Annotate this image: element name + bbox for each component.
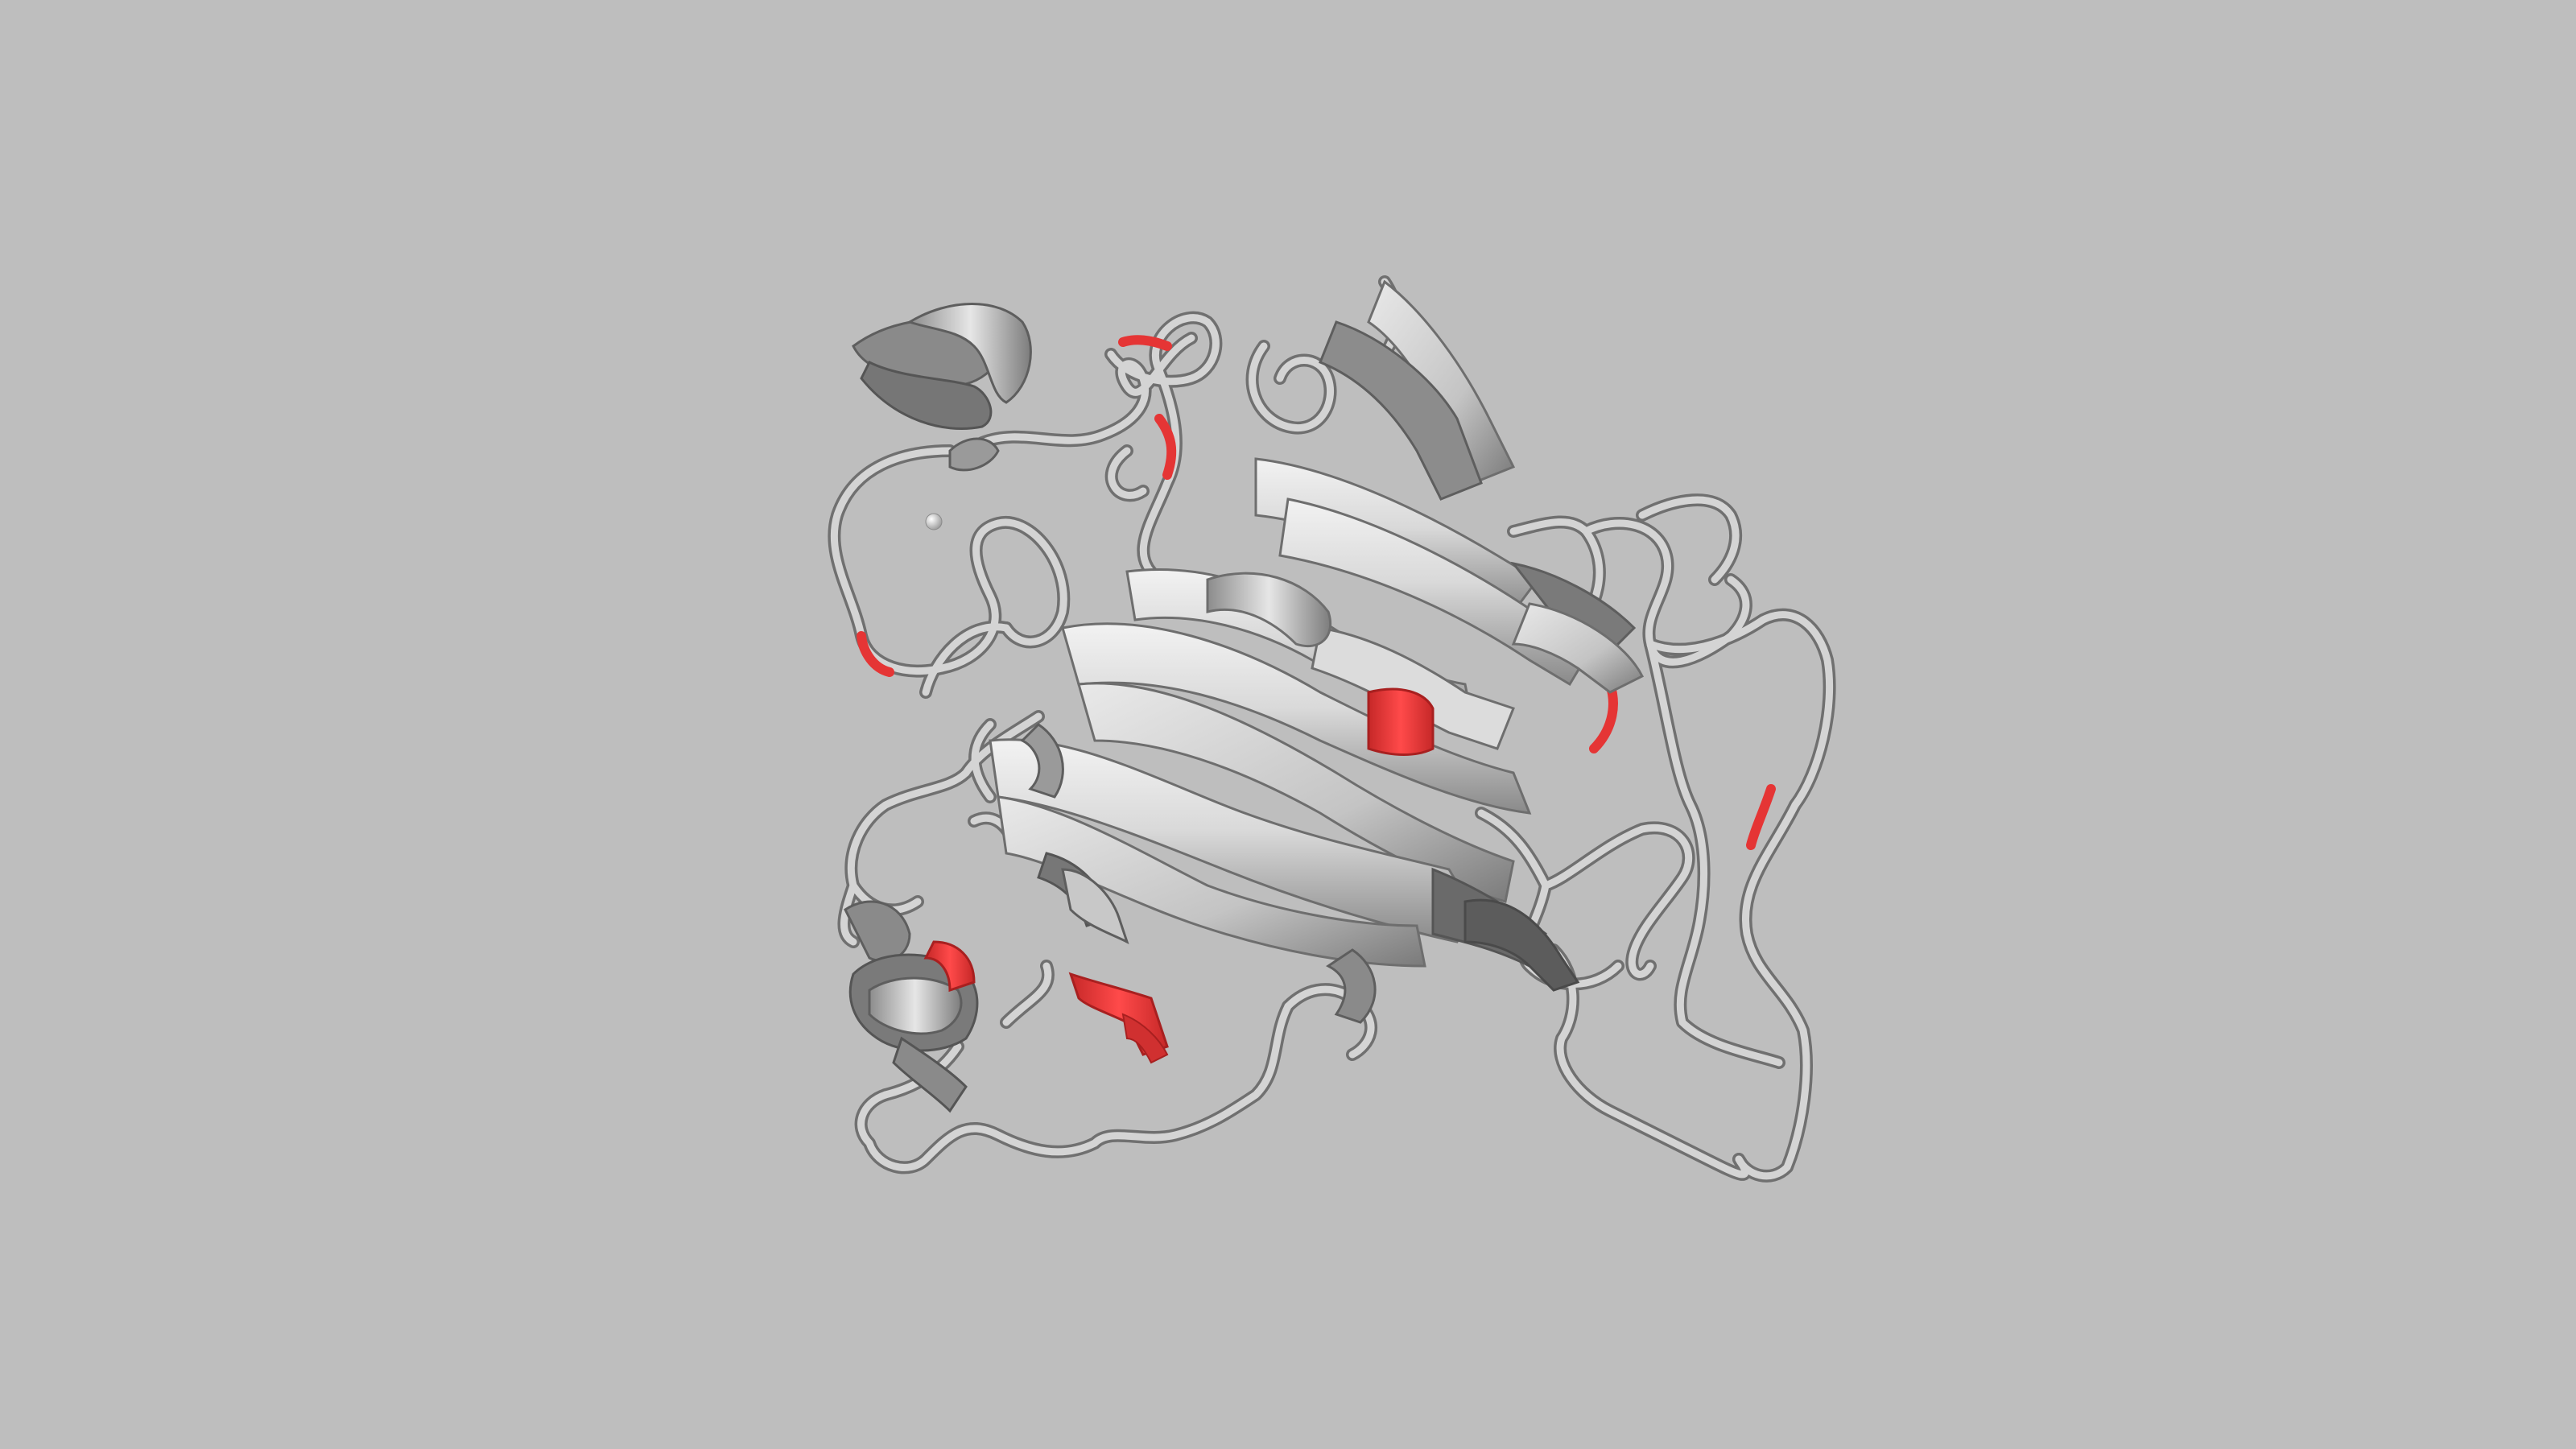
highlighted-residues xyxy=(1068,687,1435,1064)
beta-sheet-lower xyxy=(989,738,1580,1024)
beta-sheet-upper-right xyxy=(1254,279,1645,694)
metal-ion-sphere xyxy=(925,513,943,530)
alpha-helix-lower-left xyxy=(844,723,1129,1113)
alpha-helix-upper-left xyxy=(852,303,1032,472)
coil-loops xyxy=(828,275,1836,1183)
beta-sheet-central xyxy=(1061,568,1532,903)
